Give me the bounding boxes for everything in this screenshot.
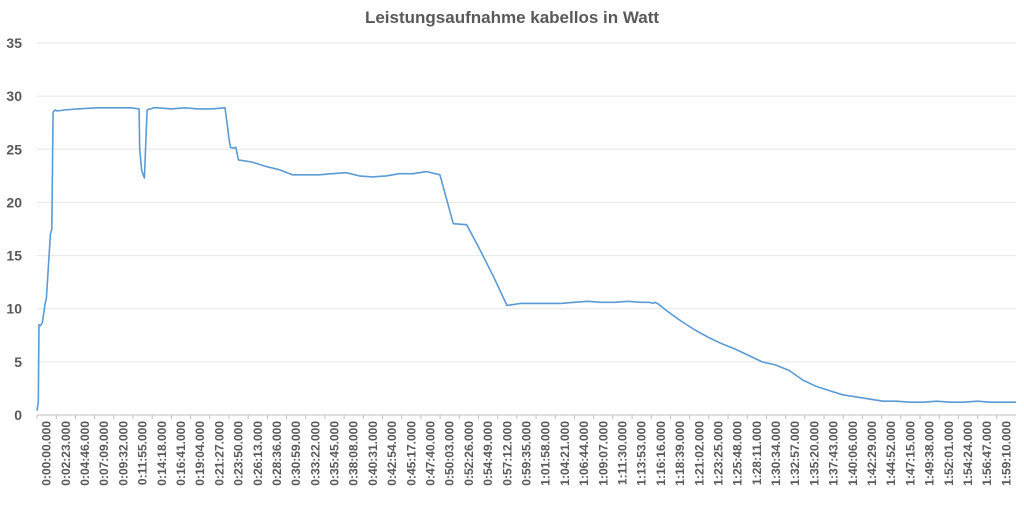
x-tick-label: 1:09:07.000 [596, 421, 610, 486]
y-tick-label: 35 [6, 35, 22, 51]
x-tick-label: 1:47:15.000 [903, 421, 917, 486]
chart-title: Leistungsaufnahme kabellos in Watt [365, 8, 659, 27]
x-tick-label: 1:04:21.000 [558, 421, 572, 486]
y-tick-label: 0 [14, 407, 22, 423]
x-tick-label: 0:16:41.000 [174, 421, 188, 486]
y-tick-label: 5 [14, 354, 22, 370]
x-tick-label: 0:26:13.000 [251, 421, 265, 486]
x-tick-label: 1:01:58.000 [539, 421, 553, 486]
x-tick-label: 0:04:46.000 [78, 421, 92, 486]
y-axis-ticks: 0 5 10 15 20 25 30 35 [6, 35, 22, 423]
x-tick-label: 1:42:29.000 [865, 421, 879, 486]
x-tick-label: 0:40:31.000 [366, 421, 380, 486]
x-tick-label: 0:42:54.000 [385, 421, 399, 486]
x-tick-label: 0:02:23.000 [59, 421, 73, 486]
x-tick-label: 0:35:45.000 [328, 421, 342, 486]
x-tick-label: 0:14:18.000 [155, 421, 169, 486]
x-tick-label: 0:54:49.000 [481, 421, 495, 486]
x-tick-label: 0:38:08.000 [347, 421, 361, 486]
x-axis-ticks: 0:00:00.000 0:02:23.000 0:04:46.000 0:07:09… [36, 415, 1013, 486]
x-tick-label: 0:28:36.000 [270, 421, 284, 486]
x-tick-label: 1:30:34.000 [769, 421, 783, 486]
x-tick-label: 1:49:38.000 [923, 421, 937, 486]
x-tick-label: 1:28:11.000 [750, 421, 764, 485]
x-tick-label: 0:45:17.000 [404, 421, 418, 486]
y-tick-label: 20 [6, 194, 22, 210]
x-tick-label: 1:06:44.000 [577, 421, 591, 486]
x-tick-label: 1:35:20.000 [807, 421, 821, 486]
x-tick-label: 0:52:26.000 [462, 421, 476, 486]
x-tick-label: 1:23:25.000 [711, 421, 725, 486]
x-tick-label: 1:18:39.000 [673, 421, 687, 486]
x-tick-label: 0:57:12.000 [500, 421, 514, 486]
y-tick-label: 25 [6, 141, 22, 157]
y-tick-label: 30 [6, 88, 22, 104]
x-tick-label: 0:30:59.000 [289, 421, 303, 486]
x-tick-label: 0:07:09.000 [97, 421, 111, 486]
x-tick-label: 0:33:22.000 [308, 421, 322, 486]
series-line [36, 107, 1016, 411]
x-tick-label: 1:52:01.000 [942, 421, 956, 486]
y-tick-label: 15 [6, 248, 22, 264]
x-tick-label: 1:21:02.000 [692, 421, 706, 486]
x-tick-label: 1:40:06.000 [846, 421, 860, 486]
gridlines [37, 42, 1016, 363]
x-tick-label: 0:59:35.000 [520, 421, 534, 486]
x-tick-label: 1:13:53.000 [635, 421, 649, 486]
x-tick-label: 0:09:32.000 [116, 421, 130, 486]
x-tick-label: 1:32:57.000 [788, 421, 802, 486]
x-tick-label: 1:16:16.000 [654, 421, 668, 486]
x-tick-label: 0:11:55.000 [136, 421, 150, 485]
x-tick-label: 1:25:48.000 [731, 421, 745, 486]
x-tick-label: 1:54:24.000 [961, 421, 975, 486]
x-tick-label: 0:19:04.000 [193, 421, 207, 486]
x-tick-label: 0:50:03.000 [443, 421, 457, 486]
x-tick-label: 1:44:52.000 [884, 421, 898, 486]
x-tick-label: 1:56:47.000 [980, 421, 994, 486]
x-tick-label: 1:59:10.000 [999, 421, 1013, 486]
x-tick-label: 0:21:27.000 [212, 421, 226, 486]
x-tick-label: 1:11:30.000 [615, 421, 629, 485]
x-tick-label: 0:00:00.000 [40, 421, 54, 486]
x-tick-label: 0:47:40.000 [424, 421, 438, 486]
x-tick-label: 1:37:43.000 [827, 421, 841, 486]
y-tick-label: 10 [6, 301, 22, 317]
x-tick-label: 0:23:50.000 [232, 421, 246, 486]
